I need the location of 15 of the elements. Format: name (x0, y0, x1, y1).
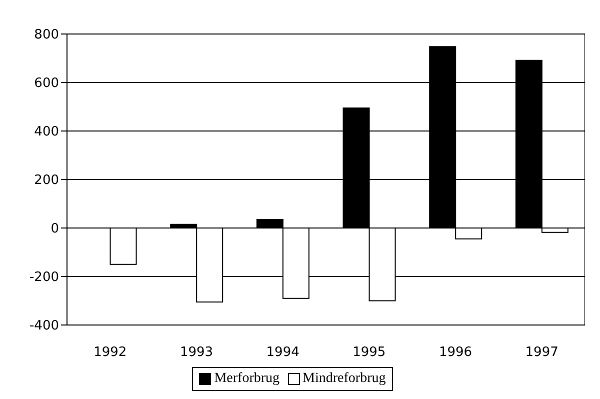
y-tick-label: 400 (34, 124, 59, 140)
x-tick-label: 1995 (352, 345, 386, 360)
x-tick-label: 1997 (525, 345, 558, 360)
x-tick-label: 1992 (94, 345, 127, 360)
y-tick-label: 0 (50, 222, 59, 237)
x-tick-label: 1996 (438, 345, 472, 360)
y-tick-label: 800 (34, 28, 59, 43)
legend-label: Merforbrug (214, 371, 280, 387)
x-tick-label: 1994 (266, 345, 300, 360)
y-tick-label: -200 (29, 270, 59, 286)
legend-label: Mindreforbrug (302, 371, 386, 387)
y-tick-label: 600 (34, 76, 59, 92)
y-tick-label: 200 (34, 173, 59, 188)
y-tick-label: -400 (29, 318, 59, 334)
x-tick-label: 1993 (180, 345, 214, 360)
